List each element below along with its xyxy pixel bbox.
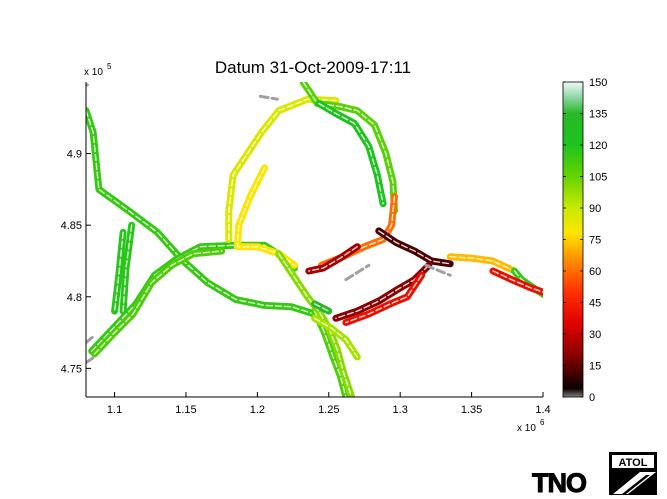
y-tick-label: 4.8 [67,292,82,304]
x-tick-label: 1.2 [250,404,265,416]
x-tick-label: 1.35 [461,404,482,416]
x-ticks: 1.1 1.15 1.2 1.25 1.3 1.35 1.4 [107,392,551,416]
colorbar-tick-label: 30 [589,329,601,341]
road-lane-divider-13 [449,256,516,272]
plot-area: 1.1 1.15 1.2 1.25 1.3 1.35 1.4 4.75 4.8 4.85 4.9 [61,82,551,416]
y-ticks: 4.75 4.8 4.85 4.9 [61,149,91,375]
road-lane-divider-17 [345,274,423,324]
atol-road-marking-icon [622,475,650,494]
colorbar-tick-label: 150 [589,77,607,89]
no-data-segment-5 [424,263,452,277]
road-lane-divider-15 [492,270,543,293]
x-tick-label: 1.1 [107,404,122,416]
road-lane-divider-9 [318,102,384,205]
no-data-segment-6 [258,94,279,101]
y-tick-label: 4.85 [61,220,82,232]
road-lane-divider-5 [113,231,124,312]
axes [85,82,543,398]
road-segment-12 [375,227,454,268]
atol-logo-band [612,455,654,468]
colorbar-tick-label: 120 [589,140,607,152]
colorbar-tick-label: 90 [589,203,601,215]
colorbar-ticks: 0 15 30 45 60 75 90 105 120 135 150 [563,77,607,404]
road-lane-divider-1 [86,109,316,315]
road-lane-divider-4 [122,224,133,312]
road-segment-6 [233,164,298,269]
colorbar: 0 15 30 45 60 75 90 105 120 135 150 [562,77,607,404]
no-data-segment-4 [344,263,371,282]
roads-layer [86,82,543,397]
road-segment-11 [305,243,361,275]
tno-logo: TNO [532,468,588,499]
road-lane-divider-16 [335,264,430,319]
road-segment-9 [315,100,387,208]
atol-logo: ATOL [609,452,657,495]
x-axis-exponent: x 10 6 [517,418,545,434]
y-exponent-power: 5 [107,62,112,71]
atol-logo-text: ATOL [619,457,648,469]
road-lane-divider-11 [308,245,358,272]
y-axis-exponent: x 10 5 [84,62,112,78]
road-lane-divider-20 [313,317,358,358]
colorbar-tick-label: 45 [589,298,601,310]
colorbar-tick-label: 0 [589,392,595,404]
no-data-segment-1 [86,333,97,345]
colorbar-tick-label: 105 [589,172,607,184]
x-tick-label: 1.25 [318,404,339,416]
y-tick-label: 4.9 [67,149,82,161]
colorbar-tick-label: 60 [589,266,601,278]
x-tick-label: 1.15 [175,404,196,416]
x-tick-label: 1.3 [393,404,408,416]
road-lane-divider-19 [278,253,353,397]
x-exponent-power: 6 [540,418,545,427]
road-lane-divider-3 [93,250,223,355]
colorbar-tick-label: 15 [589,361,601,373]
road-lane-divider-21 [313,303,330,312]
colorbar-tick-label: 75 [589,235,601,247]
y-exponent-label: x 10 [84,67,103,78]
x-exponent-label: x 10 [517,423,536,434]
tno-logo-text: TNO [532,468,586,498]
no-data-segment-2 [86,355,97,365]
road-lane-divider-12 [378,230,451,265]
y-tick-label: 4.75 [61,363,82,375]
chart-title: Datum 31-Oct-2009-17:11 [215,58,411,77]
colorbar-tick-label: 135 [589,109,607,121]
x-tick-label: 1.4 [535,404,550,416]
road-lane-divider-18 [313,310,347,397]
road-lane-divider-7 [228,98,337,241]
